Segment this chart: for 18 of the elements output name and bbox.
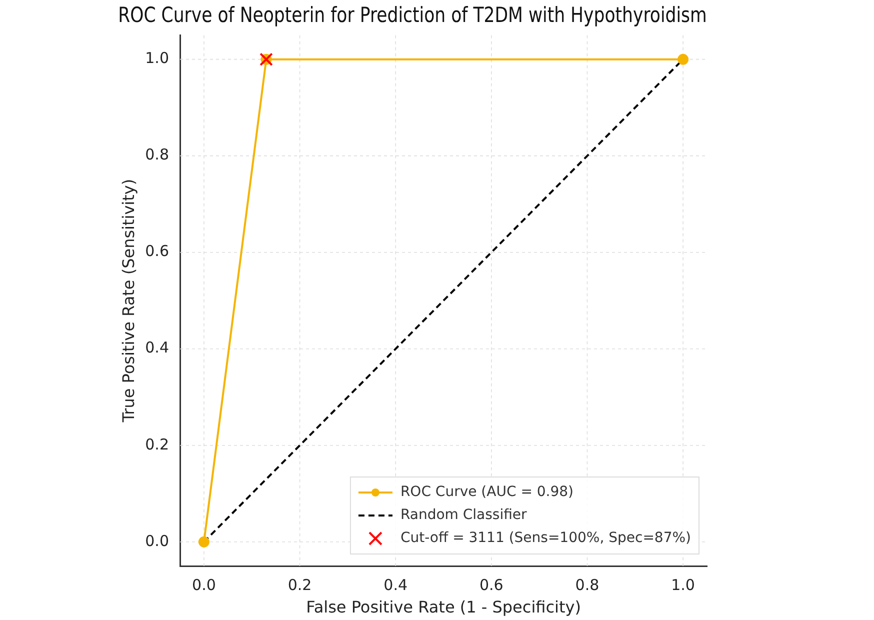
x-tick-label: 0.2 (288, 576, 312, 594)
y-axis-title: True Positive Rate (Sensitivity) (118, 178, 138, 424)
x-tick-label: 0.6 (479, 576, 504, 594)
y-tick-label: 0.8 (145, 146, 169, 164)
x-axis-title: False Positive Rate (1 - Specificity) (306, 598, 581, 617)
y-tick-label: 0.6 (145, 242, 169, 260)
x-tick-label: 0.4 (384, 576, 408, 594)
legend-label: Cut-off = 3111 (Sens=100%, Spec=87%) (400, 530, 692, 546)
x-tick-label: 0.0 (192, 576, 216, 594)
legend-label: Random Classifier (400, 507, 528, 524)
y-tick-label: 0.4 (145, 338, 169, 357)
y-tick-label: 1.0 (145, 49, 169, 68)
chart-title: ROC Curve of Neopterin for Prediction of T2DM with Hypothyroidism (118, 2, 707, 28)
x-tick-label: 1.0 (671, 576, 695, 594)
x-tick-label: 0.8 (575, 576, 600, 594)
y-tick-label: 0.2 (145, 435, 169, 454)
legend-label: ROC Curve (AUC = 0.98) (400, 484, 574, 500)
y-tick-label: 0.0 (145, 532, 169, 550)
